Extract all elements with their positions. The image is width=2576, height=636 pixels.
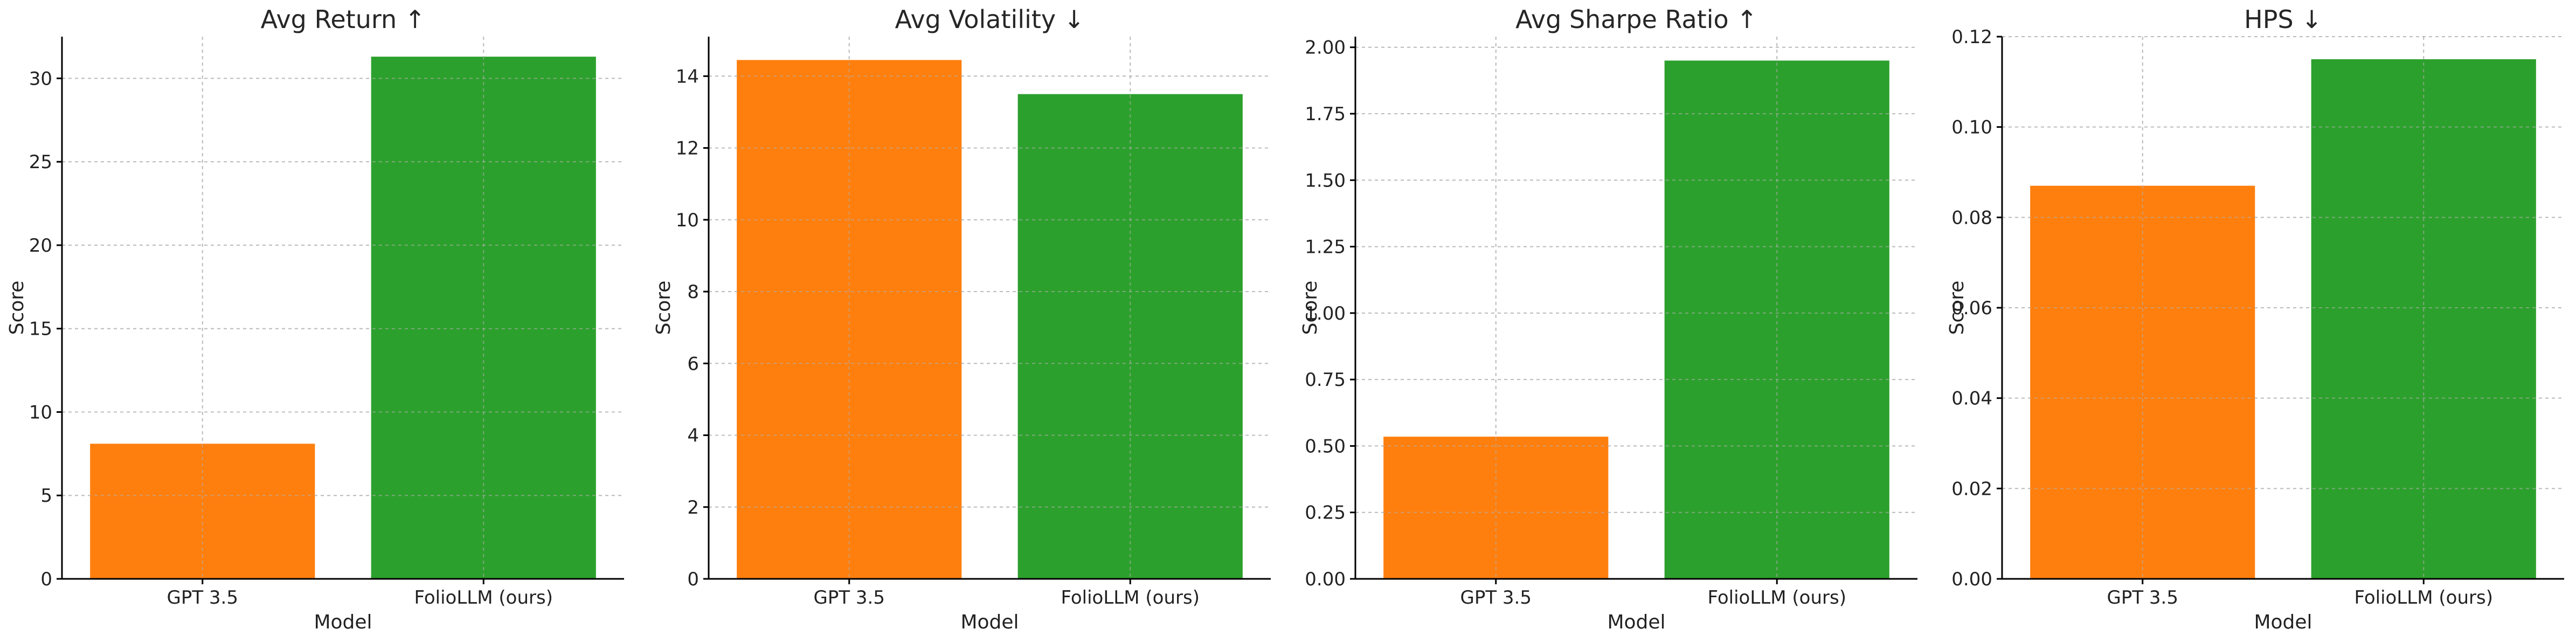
chart-panel-4: 0.00 0.02 0.04 0.06 0.08 0.10 0.12 GPT 3.5 Folio… xyxy=(1946,5,2564,633)
y-tick-label: 0 xyxy=(687,569,699,590)
bar-foliollm-ours xyxy=(1664,60,1889,579)
y-tick-label: 14 xyxy=(676,66,699,87)
y-tick-label: 10 xyxy=(29,402,52,423)
x-axis-label: Model xyxy=(314,611,372,633)
x-axis-label: Model xyxy=(960,611,1019,633)
y-tick-label: 8 xyxy=(687,281,699,303)
x-axis-label: Model xyxy=(1607,611,1665,633)
chart-title: Avg Volatility ↓ xyxy=(895,5,1085,34)
y-axis-label: Score xyxy=(653,281,675,335)
y-tick-label: 5 xyxy=(40,485,52,507)
y-tick-label: 1.00 xyxy=(1305,303,1346,324)
y-tick-label: 0.08 xyxy=(1951,207,1992,229)
x-tick-label: FolioLLM (ours) xyxy=(1708,587,1846,609)
bar-gpt-3-5 xyxy=(737,60,962,579)
y-tick-label: 1.75 xyxy=(1305,103,1346,125)
y-tick-label: 0.75 xyxy=(1305,369,1346,391)
y-tick-label: 0.12 xyxy=(1951,26,1992,48)
y-axis-label: Score xyxy=(1299,281,1321,335)
y-tick-label: 0.04 xyxy=(1951,388,1992,410)
y-tick-label: 1.25 xyxy=(1305,237,1346,258)
y-tick-label: 1.50 xyxy=(1305,170,1346,191)
y-tick-label: 0.10 xyxy=(1951,117,1992,139)
chart-panel-2: 0 2 4 6 8 10 12 14 GPT 3.5 FolioLLM (ours) Model Sc… xyxy=(653,5,1271,633)
x-tick-label: GPT 3.5 xyxy=(2107,587,2179,609)
y-tick-label: 25 xyxy=(29,151,52,173)
x-tick-label: GPT 3.5 xyxy=(1460,587,1532,609)
y-tick-label: 2.00 xyxy=(1305,37,1346,59)
y-tick-label: 6 xyxy=(687,353,699,375)
chart-panel-3: 0.00 0.25 0.50 0.75 1.00 1.25 1.50 1.75 2.00 GPT … xyxy=(1299,5,1917,633)
chart-title: HPS ↓ xyxy=(2244,5,2322,34)
bar-foliollm-ours xyxy=(2311,59,2536,579)
y-axis-label: Score xyxy=(6,281,28,335)
x-tick-label: FolioLLM (ours) xyxy=(1061,587,1200,609)
chart-title: Avg Return ↑ xyxy=(261,5,426,34)
y-tick-label: 10 xyxy=(676,210,699,231)
y-tick-label: 0.00 xyxy=(1305,569,1346,590)
y-tick-label: 12 xyxy=(676,138,699,160)
y-tick-label: 15 xyxy=(29,319,52,340)
x-tick-label: GPT 3.5 xyxy=(814,587,885,609)
y-tick-label: 0.50 xyxy=(1305,435,1346,457)
y-tick-label: 0.02 xyxy=(1951,478,1992,500)
x-axis-label: Model xyxy=(2254,611,2312,633)
x-tick-label: FolioLLM (ours) xyxy=(414,587,553,609)
chart-panel-1: 0 5 10 15 20 25 30 GPT 3.5 FolioLLM (ours) Model S… xyxy=(6,5,624,633)
x-tick-label: FolioLLM (ours) xyxy=(2355,587,2493,609)
y-tick-label: 20 xyxy=(29,235,52,257)
y-tick-label: 2 xyxy=(687,497,699,519)
x-tick-label: GPT 3.5 xyxy=(167,587,239,609)
y-tick-label: 0.25 xyxy=(1305,502,1346,524)
y-tick-label: 0 xyxy=(40,569,52,590)
y-axis-label: Score xyxy=(1946,281,1968,335)
y-tick-label: 30 xyxy=(29,68,52,89)
y-tick-label: 0.06 xyxy=(1951,298,1992,319)
chart-title: Avg Sharpe Ratio ↑ xyxy=(1515,5,1757,34)
y-tick-label: 4 xyxy=(687,425,699,447)
y-tick-label: 0.00 xyxy=(1951,569,1992,590)
